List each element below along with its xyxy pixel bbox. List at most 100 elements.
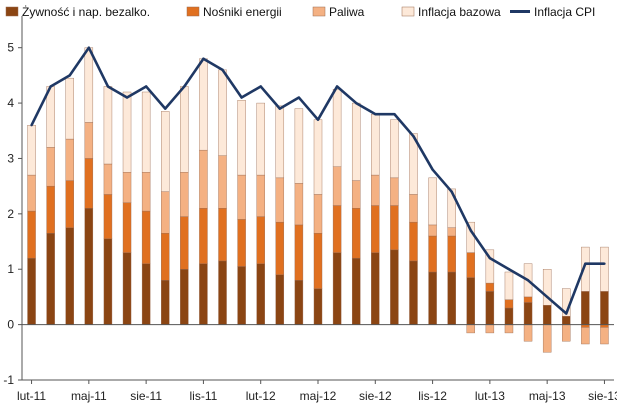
bar-2-lut-12 (256, 216, 265, 264)
bar-4-lip-13 (581, 246, 590, 292)
legend-label-4: Inflacja bazowa (418, 5, 501, 19)
cpi-point-lut-11 (30, 124, 33, 127)
x-tick-label-sie-11: sie-11 (130, 389, 162, 403)
bar-4-lut-13 (485, 249, 495, 284)
cpi-point-paź-11 (183, 85, 186, 88)
y-tick-label-5: 5 (7, 41, 14, 55)
bar-3-kwi-12 (294, 183, 304, 226)
bar-2-wrz-11 (161, 233, 170, 281)
bar-3-lis-12 (428, 224, 437, 237)
bar-1-kwi-11 (65, 227, 74, 325)
bar-4-kwi-12 (294, 108, 304, 184)
bar-4-sty-12 (237, 100, 246, 176)
bar-3-sie-11 (141, 172, 151, 212)
bar-1-lis-12 (428, 271, 437, 325)
bar-2-mar-12 (275, 221, 285, 275)
bar-1-kwi-13 (523, 302, 533, 325)
bar-1-gru-11 (218, 260, 227, 325)
bar-2-paź-11 (180, 216, 189, 270)
cpi-point-kwi-13 (526, 279, 530, 282)
bar-3-paź-11 (180, 172, 189, 217)
cpi-point-cze-11 (106, 85, 110, 88)
bar-2-lis-11 (199, 208, 208, 264)
bar-4-kwi-11 (65, 77, 74, 140)
bar-4-paź-11 (180, 86, 189, 173)
bar-2-mar-13 (504, 299, 514, 309)
bar-3-wrz-11 (161, 191, 170, 234)
legend-swatch-3 (312, 6, 326, 17)
legend-item-1: Żywność i nap. bezalko. (5, 5, 150, 19)
cpi-point-gru-12 (450, 190, 453, 193)
legend-item-4: Inflacja bazowa (401, 5, 501, 19)
bar-1-lis-11 (199, 263, 208, 325)
bar-3-lis-11 (199, 149, 208, 209)
bar-3-cze-12 (332, 166, 342, 206)
bar-2-wrz-12 (390, 205, 399, 251)
bar-1-wrz-11 (161, 280, 170, 325)
y-tick-label-1: 1 (7, 262, 14, 276)
x-tick-label-lut-12: lut-12 (246, 389, 276, 403)
bar-3-paź-12 (409, 194, 418, 223)
bar-3-cze-11 (103, 163, 113, 195)
bar-1-lip-13 (581, 291, 590, 325)
cpi-point-paź-12 (412, 135, 415, 138)
bar-3-mar-13 (504, 324, 514, 334)
bar-4-lip-12 (351, 102, 361, 181)
bar-3-lip-11 (122, 172, 132, 203)
bar-1-lut-13 (485, 291, 495, 325)
bar-1-maj-13 (542, 305, 552, 325)
bar-1-cze-11 (103, 238, 113, 325)
bar-4-mar-12 (275, 105, 285, 179)
bar-1-paź-12 (409, 260, 418, 325)
bar-1-mar-12 (275, 274, 285, 325)
bar-3-lip-12 (351, 180, 361, 209)
x-tick-label-maj-11: maj-11 (71, 389, 107, 403)
bar-2-lis-12 (428, 235, 437, 273)
bar-4-lip-11 (122, 91, 132, 173)
bar-4-sie-13 (600, 246, 609, 292)
bar-2-sie-11 (141, 210, 151, 264)
bar-1-gru-12 (447, 271, 456, 325)
x-tick-label-lis-12: lis-12 (418, 389, 447, 403)
bar-1-paź-11 (180, 269, 189, 325)
bar-3-wrz-12 (390, 177, 399, 206)
bar-4-maj-11 (84, 47, 94, 123)
x-tick-label-lut-13: lut-13 (475, 389, 505, 403)
bar-2-mar-11 (46, 185, 55, 234)
bar-1-lut-11 (27, 257, 36, 325)
legend-swatch-2 (186, 6, 200, 17)
y-tick-label-3: 3 (7, 151, 14, 165)
cpi-point-sie-12 (374, 112, 377, 116)
y-tick-label-2: 2 (7, 207, 14, 221)
bar-3-lut-11 (27, 174, 36, 212)
plot-area: -1 0 1 2 3 4 5 lut-11 maj-11 sie-11 lis-11 lut-12 ma… (3, 16, 617, 403)
bar-4-gru-12 (447, 188, 456, 228)
bar-4-sie-12 (371, 113, 380, 176)
bar-2-cze-11 (103, 194, 113, 239)
cpi-point-maj-13 (545, 295, 549, 299)
bar-3-lip-13 (581, 327, 590, 345)
bar-1-cze-12 (332, 252, 342, 325)
cpi-point-lut-13 (488, 256, 492, 260)
legend-label-3: Paliwa (329, 5, 365, 19)
bar-4-mar-13 (504, 271, 514, 300)
bar-3-sie-12 (371, 174, 380, 206)
bar-1-maj-11 (84, 208, 94, 325)
bar-4-maj-12 (313, 119, 323, 195)
bar-4-lis-11 (199, 58, 208, 151)
bar-3-maj-12 (313, 194, 323, 234)
legend-label-2: Nośniki energii (203, 5, 282, 19)
bar-2-lip-11 (122, 202, 132, 253)
cpi-point-lip-13 (584, 262, 587, 265)
x-tick-label-sie-12: sie-12 (359, 389, 392, 403)
bar-2-cze-12 (332, 205, 342, 253)
bar-1-mar-13 (504, 307, 514, 325)
legend-item-3: Paliwa (312, 5, 365, 19)
bar-2-lut-13 (485, 282, 495, 292)
bar-4-sie-11 (141, 91, 151, 173)
bar-4-cze-12 (332, 89, 342, 167)
cpi-point-sty-12 (240, 96, 243, 99)
axes-group: -1 0 1 2 3 4 5 lut-11 maj-11 sie-11 lis-11 lut-12 ma… (3, 16, 617, 403)
